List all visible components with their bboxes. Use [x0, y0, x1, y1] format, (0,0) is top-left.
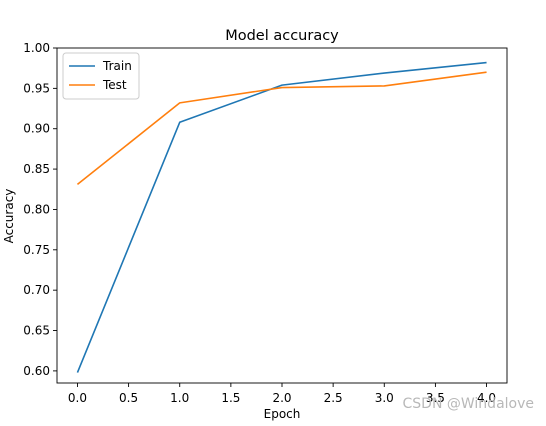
y-tick-label: 0.60	[23, 364, 50, 378]
watermark-text: CSDN @Windalove	[402, 396, 534, 412]
series-line-test	[76, 71, 487, 186]
x-tick-label: 3.0	[375, 391, 394, 405]
y-tick-label: 0.95	[23, 81, 50, 95]
x-tick-label: 0.0	[68, 391, 87, 405]
y-tick-label: 0.65	[23, 324, 50, 338]
x-axis-label: Epoch	[264, 407, 301, 421]
plot-area: 0.0 0.5 1.0 1.5 2.0 2.5 3.0 3.5 4.0 0.60 0.65 0.70 0…	[23, 41, 508, 405]
x-tick-label: 4.0	[477, 391, 496, 405]
legend-box	[62, 52, 140, 100]
y-tick-label: 0.70	[23, 283, 50, 297]
x-tick-label: 2.5	[324, 391, 343, 405]
x-tick-label: 1.5	[221, 391, 240, 405]
y-axis-label: Accuracy	[2, 189, 16, 244]
y-tick-label: 0.80	[23, 202, 50, 216]
y-tick-label: 1.00	[23, 41, 50, 55]
chart-title: Model accuracy	[225, 28, 339, 44]
x-tick-label: 2.0	[272, 391, 291, 405]
x-tick-label: 3.5	[426, 391, 445, 405]
legend-label-test: Test	[102, 78, 127, 92]
y-tick-label: 0.75	[23, 243, 50, 257]
y-tick-label: 0.90	[23, 122, 50, 136]
y-tick-label: 0.85	[23, 162, 50, 176]
x-tick-label: 1.0	[170, 391, 189, 405]
series-line-train	[76, 61, 487, 373]
legend-label-train: Train	[102, 59, 132, 73]
x-tick-label: 0.5	[119, 391, 138, 405]
